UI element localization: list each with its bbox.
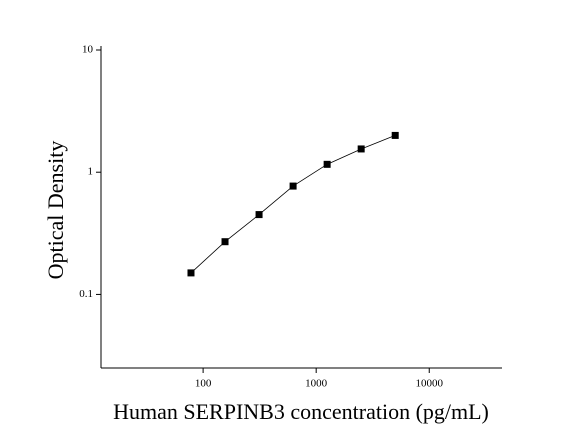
x-axis-title: Human SERPINB3 concentration (pg/mL) <box>113 399 489 424</box>
x-tick-label: 100 <box>195 378 212 390</box>
point <box>187 269 195 277</box>
point <box>289 182 297 190</box>
fit-line <box>190 135 396 274</box>
point <box>255 211 263 219</box>
point <box>357 145 365 153</box>
y-axis-title: Optical Density <box>43 141 68 280</box>
y-tick-label: 10 <box>82 44 94 56</box>
point <box>391 131 399 139</box>
y-tick-label: 1 <box>88 166 94 178</box>
point <box>221 238 229 246</box>
point <box>323 160 331 168</box>
y-tick-label: 0.1 <box>79 288 93 300</box>
x-tick-label: 10000 <box>415 378 443 390</box>
x-tick-label: 1000 <box>305 378 328 390</box>
